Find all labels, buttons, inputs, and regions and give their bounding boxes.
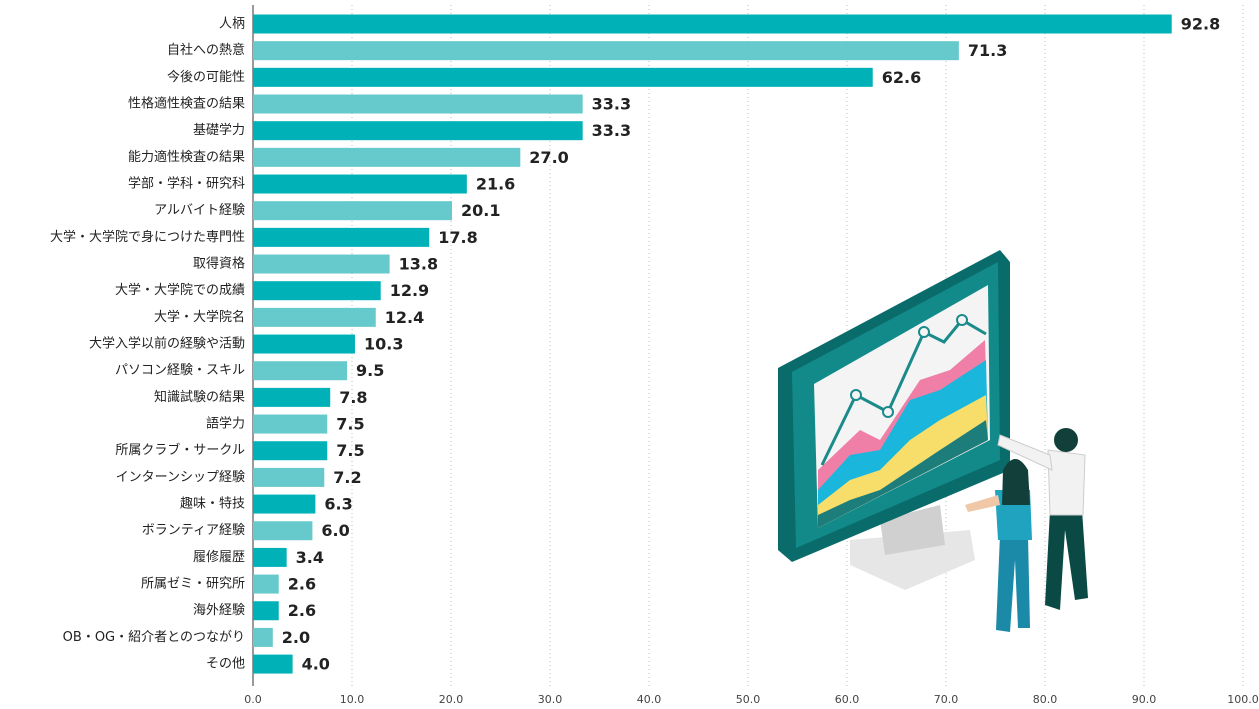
- category-label: 語学力: [206, 416, 245, 432]
- x-tick-label: 80.0: [1033, 693, 1058, 706]
- category-label: 取得資格: [193, 256, 245, 272]
- category-label: 性格適性検査の結果: [128, 96, 245, 112]
- value-label: 4.0: [302, 655, 330, 674]
- x-tick-label: 40.0: [637, 693, 662, 706]
- category-label: 大学入学以前の経験や活動: [89, 336, 245, 352]
- bar: [253, 281, 381, 301]
- value-label: 33.3: [592, 95, 631, 114]
- x-tick-label: 90.0: [1132, 693, 1157, 706]
- bar: [253, 94, 583, 114]
- bar: [253, 494, 316, 514]
- category-label: 知識試験の結果: [154, 389, 245, 405]
- category-label: 趣味・特技: [180, 497, 245, 512]
- illustration: [778, 250, 1088, 632]
- bar: [253, 334, 355, 354]
- bar: [253, 467, 325, 487]
- value-label: 2.6: [288, 601, 316, 620]
- x-tick-label: 20.0: [439, 693, 464, 706]
- category-label: 大学・大学院での成績: [115, 282, 245, 298]
- value-label: 7.5: [336, 441, 364, 460]
- bar: [253, 227, 430, 247]
- bar: [253, 67, 873, 87]
- value-label: 2.0: [282, 628, 310, 647]
- category-label: 所属ゼミ・研究所: [141, 577, 245, 592]
- category-label: インターンシップ経験: [116, 470, 245, 485]
- category-label: ボランティア経験: [142, 523, 245, 538]
- bar: [253, 307, 376, 327]
- x-tick-label: 50.0: [736, 693, 761, 706]
- value-label: 92.8: [1181, 15, 1220, 34]
- category-label: 自社への熱意: [167, 42, 245, 58]
- bar: [253, 521, 313, 541]
- category-label: 履修履歴: [193, 550, 245, 565]
- bar: [253, 627, 273, 647]
- category-label: アルバイト経験: [154, 203, 245, 218]
- bar: [253, 574, 279, 594]
- value-label: 71.3: [968, 41, 1007, 60]
- bar: [253, 654, 293, 674]
- value-label: 27.0: [529, 148, 568, 167]
- category-label: 能力適性検査の結果: [128, 149, 245, 165]
- value-label: 9.5: [356, 361, 384, 380]
- value-label: 6.3: [324, 495, 352, 514]
- x-tick-label: 10.0: [340, 693, 365, 706]
- bar: [253, 547, 287, 567]
- value-label: 10.3: [364, 335, 403, 354]
- bar: [253, 441, 328, 461]
- bar: [253, 361, 348, 381]
- bar: [253, 254, 390, 274]
- category-label: 所属クラブ・サークル: [115, 442, 245, 458]
- x-tick-label: 100.0: [1227, 693, 1259, 706]
- bar: [253, 14, 1172, 34]
- category-label: その他: [206, 657, 245, 672]
- x-tick-label: 0.0: [244, 693, 262, 706]
- category-label: OB・OG・紹介者とのつながり: [63, 630, 245, 645]
- bar: [253, 601, 279, 621]
- bar: [253, 201, 452, 221]
- value-label: 12.4: [385, 308, 424, 327]
- x-tick-label: 30.0: [538, 693, 563, 706]
- x-tick-label: 60.0: [835, 693, 860, 706]
- value-label: 7.5: [336, 415, 364, 434]
- value-label: 2.6: [288, 575, 316, 594]
- value-label: 21.6: [476, 175, 515, 194]
- bar: [253, 41, 959, 61]
- value-label: 7.2: [333, 468, 361, 487]
- category-label: 大学・大学院で身につけた専門性: [50, 229, 245, 245]
- bar: [253, 174, 467, 194]
- bar: [253, 121, 583, 141]
- value-label: 6.0: [321, 521, 349, 540]
- value-label: 13.8: [399, 255, 438, 274]
- category-label: 海外経験: [193, 603, 245, 618]
- bar: [253, 387, 331, 407]
- value-label: 17.8: [438, 228, 477, 247]
- value-label: 33.3: [592, 121, 631, 140]
- value-label: 12.9: [390, 281, 429, 300]
- bar: [253, 414, 328, 434]
- bar: [253, 147, 521, 167]
- value-label: 62.6: [882, 68, 921, 87]
- category-label: 人柄: [219, 17, 245, 32]
- category-label: 学部・学科・研究科: [128, 176, 245, 192]
- category-label: パソコン経験・スキル: [115, 363, 245, 378]
- category-label: 基礎学力: [193, 122, 245, 138]
- value-label: 7.8: [339, 388, 367, 407]
- value-label: 20.1: [461, 201, 500, 220]
- category-label: 大学・大学院名: [154, 309, 245, 325]
- value-label: 3.4: [296, 548, 324, 567]
- category-label: 今後の可能性: [167, 69, 245, 85]
- x-tick-label: 70.0: [934, 693, 959, 706]
